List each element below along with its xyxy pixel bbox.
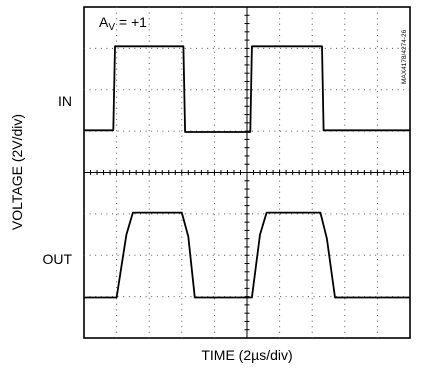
series-label-in: IN bbox=[58, 93, 72, 109]
figure-id-watermark: MAX4178/4274-26 bbox=[401, 29, 408, 84]
trace-out bbox=[84, 211, 410, 299]
y-axis-label: VOLTAGE (2V/div) bbox=[9, 114, 25, 230]
x-axis-label: TIME (2µs/div) bbox=[201, 347, 292, 363]
trace-in bbox=[84, 45, 410, 133]
series-label-out: OUT bbox=[42, 251, 72, 267]
traces bbox=[84, 45, 410, 299]
gain-annotation: AV = +1 bbox=[99, 14, 147, 33]
